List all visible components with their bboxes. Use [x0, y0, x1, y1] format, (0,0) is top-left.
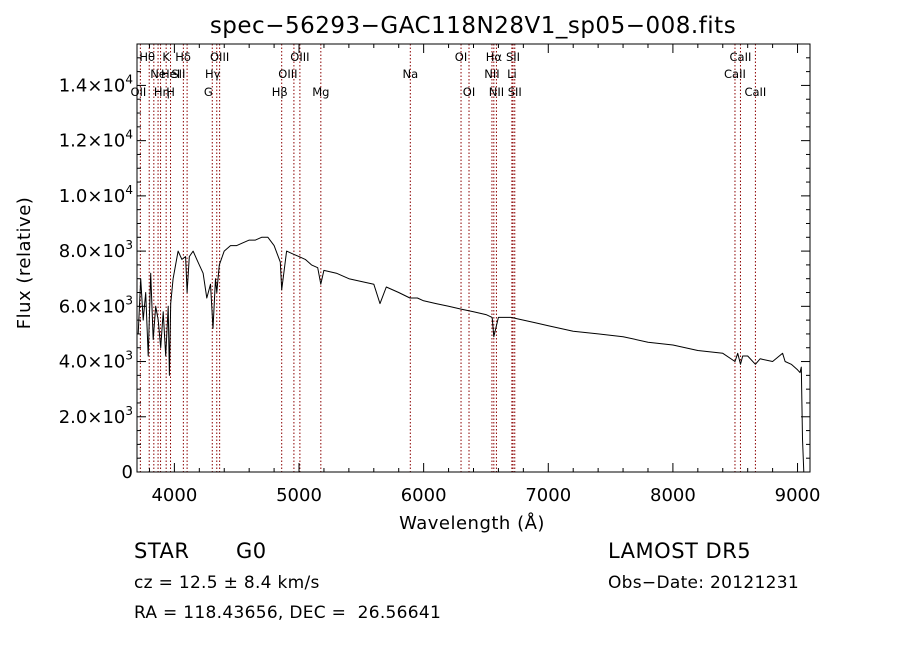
- line-label: Ne: [150, 67, 166, 81]
- line-label: Hβ: [272, 85, 288, 99]
- y-tick-label: 6.0×103: [59, 293, 133, 317]
- line-label: SII: [508, 85, 522, 99]
- line-label: Hγ: [205, 67, 221, 81]
- line-label: Mg: [312, 85, 329, 99]
- line-label: NII: [489, 85, 504, 99]
- x-tick-label: 5000: [276, 485, 322, 506]
- x-tick-label: 4000: [151, 485, 197, 506]
- x-axis-ticks: 4000 5000 6000 7000 8000 9000: [148, 44, 821, 506]
- emission-line-markers: [139, 44, 756, 472]
- line-label: SII: [171, 67, 185, 81]
- line-label: Hδ: [175, 50, 191, 64]
- redshift-cz: cz = 12.5 ± 8.4 km/s: [134, 573, 320, 593]
- y-tick-label: 1.4×104: [59, 72, 133, 96]
- line-label: SII: [506, 50, 520, 64]
- object-subclass: G0: [236, 539, 267, 563]
- line-label: G: [204, 85, 213, 99]
- line-label: Na: [402, 67, 418, 81]
- y-tick-label: 8.0×103: [59, 238, 133, 262]
- observation-date: Obs−Date: 20121231: [608, 573, 799, 593]
- line-label: Hη: [154, 85, 170, 99]
- chart-title: spec−56293−GAC118N28V1_sp05−008.fits: [210, 13, 736, 39]
- line-label: CaII: [724, 67, 746, 81]
- line-label: HeI: [161, 67, 180, 81]
- y-axis-label: Flux (relative): [14, 197, 35, 330]
- x-tick-label: 7000: [525, 485, 571, 506]
- line-label: OI: [463, 85, 475, 99]
- y-tick-label: 2.0×103: [59, 404, 133, 428]
- line-label: OIII: [210, 50, 229, 64]
- line-label: OII: [130, 85, 146, 99]
- y-tick-label: 0: [122, 462, 133, 483]
- plot-frame: [136, 43, 811, 473]
- spectrum-line: [137, 236, 805, 473]
- survey-name: LAMOST DR5: [608, 539, 752, 563]
- x-axis-label: Wavelength (Å): [399, 512, 545, 534]
- x-tick-label: 8000: [650, 485, 696, 506]
- y-tick-label: 1.0×104: [59, 183, 133, 207]
- line-label: CaII: [730, 50, 752, 64]
- line-label: Li: [507, 67, 517, 81]
- line-label: NII: [484, 67, 499, 81]
- line-label: K: [162, 50, 170, 64]
- line-label: Hα: [486, 50, 503, 64]
- line-label: OIII: [278, 67, 297, 81]
- line-label: CaII: [744, 85, 766, 99]
- y-tick-label: 1.2×104: [59, 128, 133, 152]
- object-class: STAR: [134, 539, 190, 563]
- y-tick-label: 4.0×103: [59, 349, 133, 373]
- x-tick-label: 6000: [401, 485, 447, 506]
- line-label: Hθ: [139, 50, 155, 64]
- x-tick-label: 9000: [775, 485, 821, 506]
- sky-coordinates: RA = 118.43656, DEC = 26.56641: [134, 603, 442, 623]
- line-label: OIII: [290, 50, 309, 64]
- line-label: OI: [455, 50, 467, 64]
- line-label: H: [166, 85, 175, 99]
- y-axis-ticks: 0 2.0×103 4.0×103 6.0×103 8.0×103 1.0×104 1.2×…: [59, 57, 810, 483]
